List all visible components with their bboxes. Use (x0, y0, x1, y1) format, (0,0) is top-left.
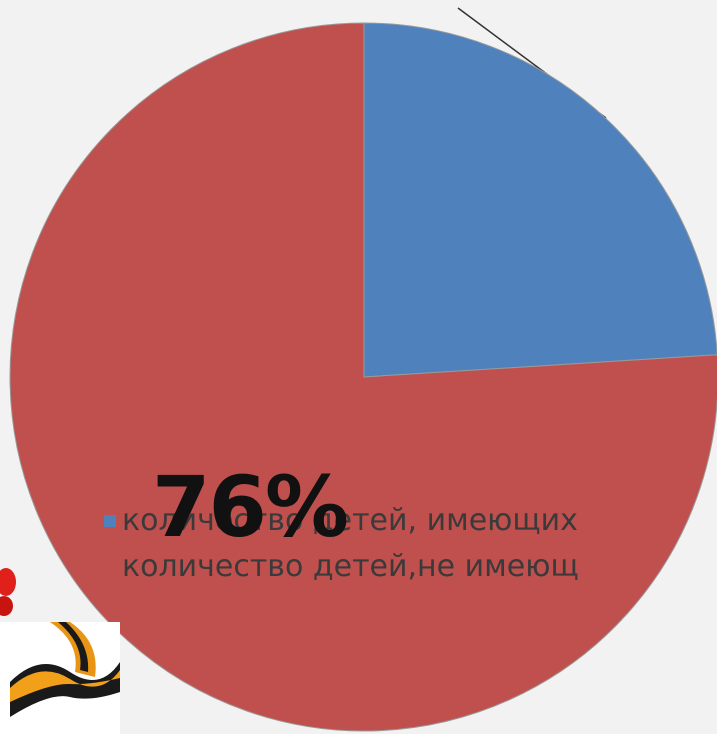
legend-entry-red: количество детей,не имеющ (104, 544, 579, 590)
legend-label: количество детей, имеющих (122, 503, 578, 538)
pie-slice-1 (9, 22, 717, 732)
pie-slice-0 (363, 22, 717, 378)
pie-slices (9, 22, 717, 732)
legend-swatch-blue (104, 515, 116, 527)
data-label-76-percent: 76% (152, 458, 349, 556)
legend-label: количество детей,не имеющ (122, 549, 579, 584)
legend-entry-blue: количество детей, имеющих (104, 498, 579, 544)
legend: количество детей, имеющих количество дет… (104, 498, 579, 590)
st-george-ribbon-image (0, 622, 120, 734)
red-flower-decoration (0, 560, 18, 620)
